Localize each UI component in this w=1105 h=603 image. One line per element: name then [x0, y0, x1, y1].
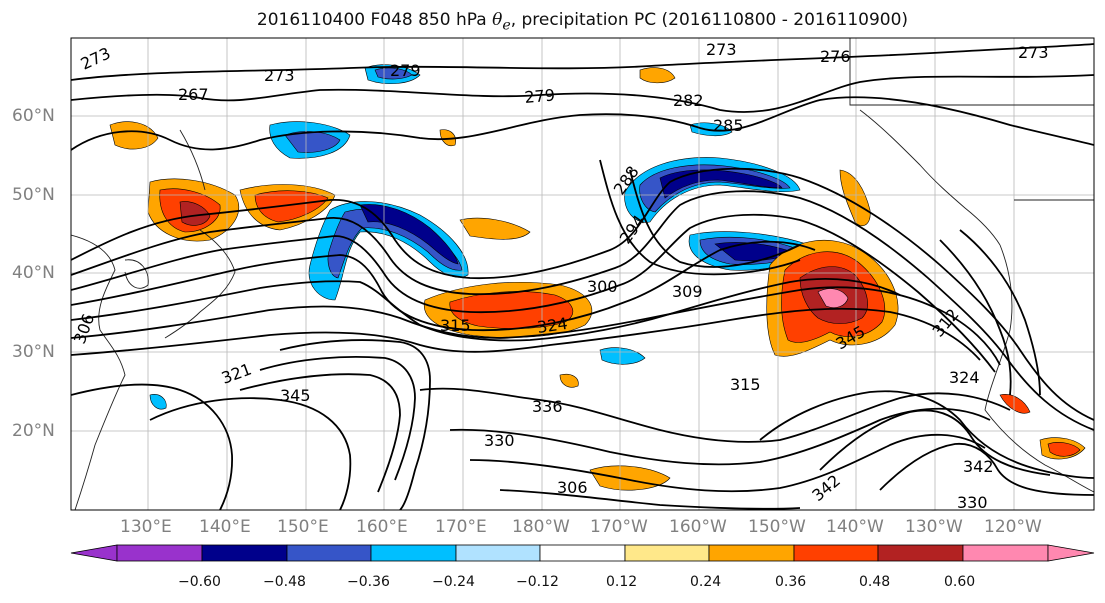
colorbar-tick-label: 0.48 [859, 574, 891, 590]
lon-label: 180°W [512, 517, 570, 537]
colorbar-segment [624, 544, 710, 562]
colorbar-extend-max [1047, 544, 1095, 562]
lat-label: 20°N [12, 421, 55, 441]
colorbar-tick-label: −0.60 [178, 574, 221, 590]
lon-label: 120°W [984, 517, 1042, 537]
contour-label: 279 [390, 61, 421, 80]
contour-label: 342 [963, 457, 994, 476]
lon-label: 140°W [826, 517, 884, 537]
contour-label: 324 [536, 314, 569, 337]
lat-label: 40°N [12, 263, 55, 283]
lat-label: 50°N [12, 185, 55, 205]
lon-label: 150°W [748, 517, 806, 537]
contour-label: 273 [264, 66, 295, 85]
lat-label: 60°N [12, 106, 55, 126]
lon-label: 160°W [669, 517, 727, 537]
colorbar-extend-min [70, 544, 118, 562]
contour-label: 300 [587, 277, 618, 296]
contour-label: 315 [440, 316, 471, 335]
contour-label: 276 [820, 47, 851, 66]
contour-label: 330 [957, 493, 988, 512]
contour-label: 273 [1018, 43, 1049, 62]
contour-label: 315 [730, 375, 761, 394]
contour-label: 330 [484, 431, 515, 450]
colorbar-tick-label: 0.24 [690, 574, 722, 590]
contour-label: 345 [280, 386, 311, 405]
contour-label: 273 [706, 40, 737, 59]
colorbar-segment [455, 544, 541, 562]
lon-label: 150°E [277, 517, 329, 537]
colorbar-segment [962, 544, 1049, 562]
colorbar-segment [370, 544, 457, 562]
lon-label: 160°E [356, 517, 408, 537]
colorbar-tick-label: 0.12 [606, 574, 638, 590]
colorbar-tick-label: −0.12 [516, 574, 559, 590]
colorbar-segment [116, 544, 203, 562]
coastlines [71, 38, 1094, 510]
graticule [71, 38, 1094, 510]
colorbar-segment [201, 544, 288, 562]
colorbar-tick-label: −0.48 [263, 574, 306, 590]
lon-label: 170°W [590, 517, 648, 537]
contour-label: 267 [178, 85, 209, 104]
contour-label: 282 [673, 91, 704, 110]
colorbar-segment [286, 544, 372, 562]
colorbar-segment [539, 544, 626, 562]
contour-label: 285 [713, 116, 744, 135]
contour-label: 324 [949, 368, 980, 387]
contour-label: 306 [557, 478, 588, 497]
contour-label: 336 [532, 397, 563, 416]
map-panel: 273 267 273 279 279 282 285 273 276 273 … [70, 37, 1095, 512]
colorbar-tick-label: −0.36 [347, 574, 390, 590]
lon-label: 130°W [905, 517, 963, 537]
lon-label: 140°E [199, 517, 251, 537]
colorbar-tick-label: 0.36 [775, 574, 807, 590]
lon-label: 130°E [120, 517, 172, 537]
map-title: 2016110400 F048 850 hPa θe, precipitatio… [256, 10, 909, 34]
theta-e-contours [71, 43, 1094, 510]
colorbar-segment [793, 544, 879, 562]
colorbar-tick-label: 0.60 [944, 574, 976, 590]
colorbar-segment [877, 544, 964, 562]
lat-label: 30°N [12, 342, 55, 362]
contour-label: 309 [672, 282, 703, 301]
contour-label: 279 [524, 85, 556, 107]
lon-label: 170°E [435, 517, 487, 537]
colorbar-segment [708, 544, 795, 562]
colorbar [70, 544, 1095, 562]
colorbar-tick-label: −0.24 [432, 574, 475, 590]
